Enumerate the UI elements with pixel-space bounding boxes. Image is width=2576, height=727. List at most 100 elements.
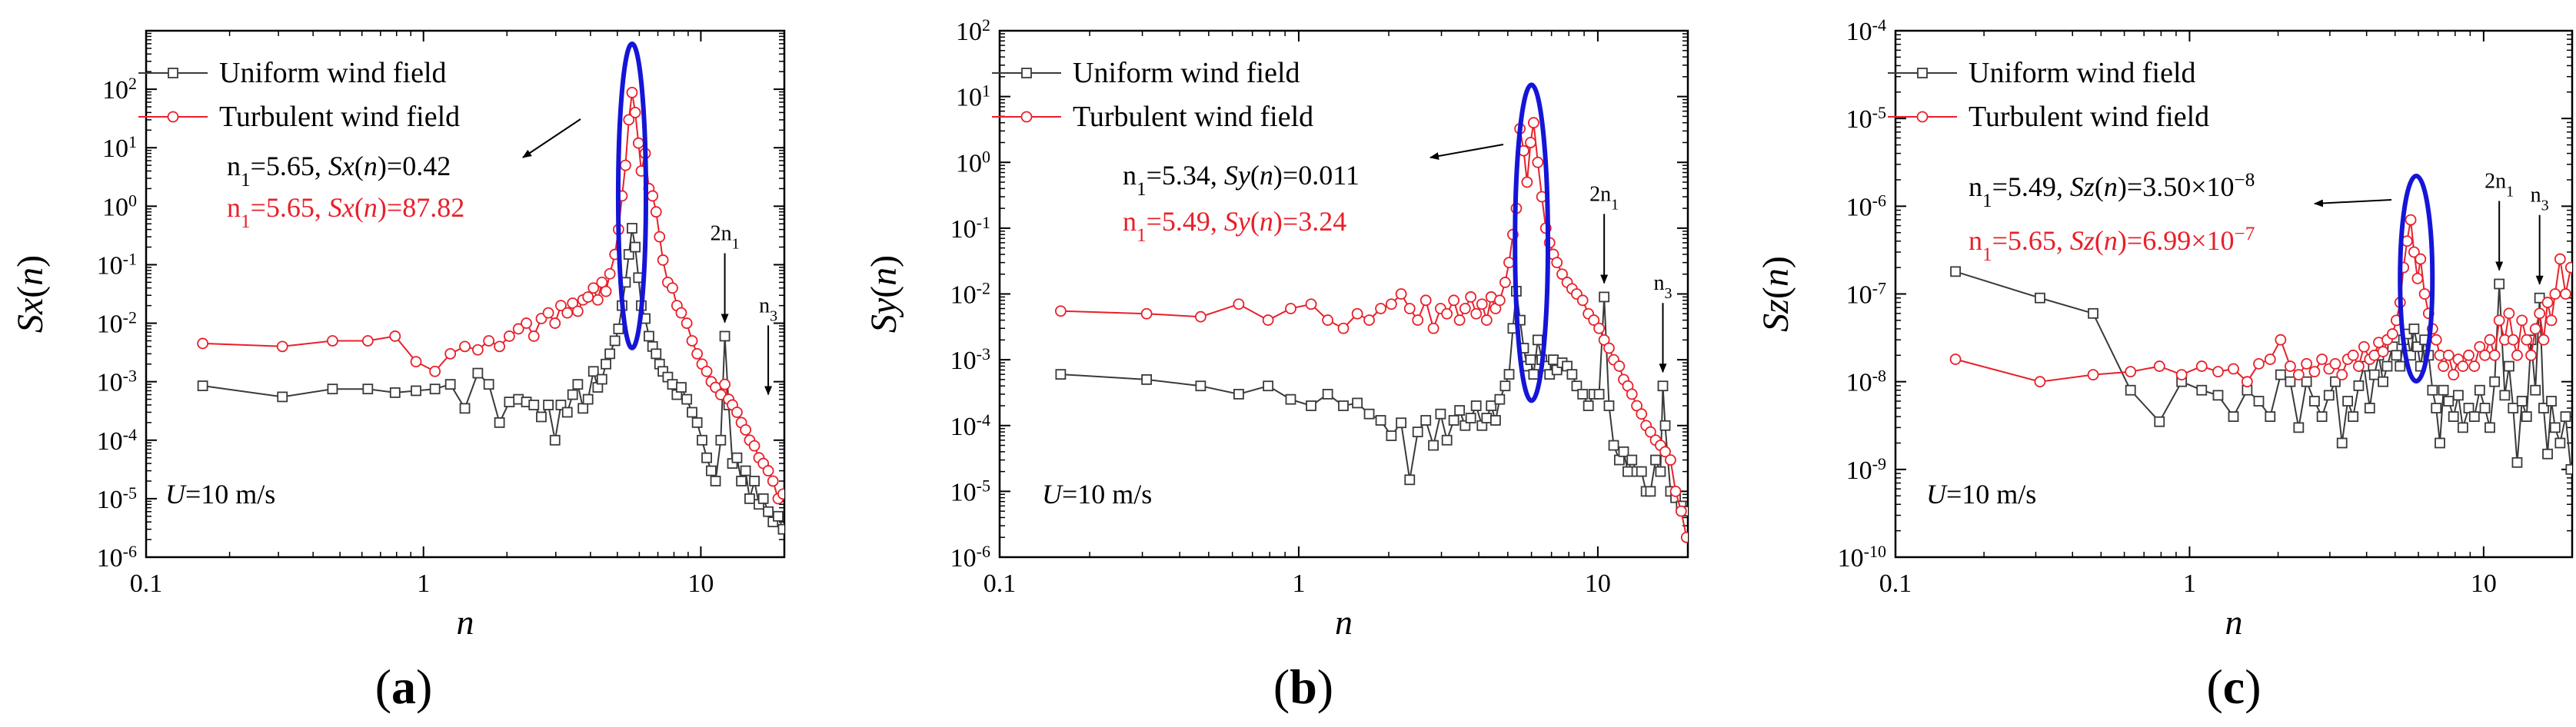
data-point-square — [1548, 354, 1559, 366]
annotation-arrow — [2314, 199, 2392, 207]
data-point-square — [1494, 393, 1506, 405]
peak-ellipse — [2398, 173, 2435, 383]
data-point-circle — [1525, 137, 1536, 148]
data-point-circle — [276, 340, 288, 353]
data-point-circle — [327, 335, 338, 347]
legend-marker-square — [1917, 68, 1928, 78]
data-point-square — [701, 452, 712, 463]
data-point-square — [2275, 369, 2286, 380]
data-point-circle — [2507, 334, 2519, 346]
data-point-square — [2443, 396, 2455, 407]
data-point-square — [2521, 411, 2532, 422]
data-point-square — [1657, 380, 1669, 392]
data-point-circle — [2442, 349, 2455, 361]
data-point-circle — [2457, 360, 2469, 372]
data-point-square — [1571, 380, 1583, 392]
data-point-circle — [1195, 310, 1206, 323]
data-point-square — [1428, 440, 1439, 451]
data-point-square — [2348, 411, 2359, 422]
data-point-square — [2035, 292, 2045, 304]
data-point-square — [1386, 430, 1397, 441]
data-point-square — [2381, 360, 2393, 372]
data-point-circle — [1322, 314, 1334, 326]
data-point-square — [2253, 396, 2265, 407]
data-point-square — [1412, 427, 1423, 437]
legend-label: Uniform wind field — [1969, 57, 2196, 89]
data-point-square — [1195, 380, 1206, 392]
data-point-square — [459, 403, 471, 414]
wind-speed-label: U=10 m/s — [1926, 479, 2036, 510]
data-point-square — [1950, 266, 1961, 277]
legend-marker-square — [168, 68, 178, 78]
data-point-circle — [647, 190, 659, 202]
data-point-square — [2323, 390, 2335, 401]
data-point-square — [2431, 403, 2442, 413]
data-point-square — [1528, 369, 1539, 380]
x-tick-label: 10 — [687, 569, 714, 598]
data-point-square — [630, 241, 641, 253]
data-point-circle — [429, 365, 441, 377]
data-point-square — [528, 400, 540, 410]
data-point-square — [763, 506, 774, 517]
data-point-square — [327, 383, 338, 395]
data-point-square — [1608, 440, 1619, 451]
data-point-circle — [2525, 349, 2537, 361]
data-point-circle — [542, 307, 554, 319]
data-point-square — [1435, 408, 1446, 420]
data-point-circle — [521, 317, 532, 329]
data-point-square — [1566, 369, 1578, 380]
y-tick-label: 10-3 — [950, 344, 990, 376]
y-axis-label: Sx(n) — [10, 255, 51, 333]
data-point-square — [1465, 413, 1476, 423]
data-point-square — [651, 348, 662, 360]
x-tick-label: 0.1 — [983, 569, 1017, 598]
data-point-square — [740, 465, 751, 476]
data-point-circle — [567, 297, 579, 309]
y-tick-label: 10-4 — [950, 410, 990, 441]
data-point-square — [2516, 396, 2528, 407]
data-point-square — [2125, 384, 2136, 396]
data-point-square — [1532, 334, 1543, 346]
data-point-circle — [657, 254, 669, 266]
marker-2n1-label: 2n1 — [2484, 169, 2514, 200]
data-point-circle — [2212, 366, 2224, 378]
data-point-circle — [410, 356, 422, 368]
data-point-circle — [2479, 349, 2491, 361]
marker-2n1-label: 2n1 — [711, 221, 740, 252]
data-point-square — [1404, 474, 1416, 486]
data-point-circle — [701, 365, 713, 377]
data-point-circle — [587, 282, 600, 294]
data-point-circle — [1631, 400, 1643, 412]
data-point-square — [777, 523, 784, 535]
data-point-circle — [1363, 314, 1375, 326]
y-tick-label: 102 — [956, 15, 990, 47]
data-point-square — [2546, 396, 2557, 407]
y-tick-label: 10-4 — [1846, 15, 1886, 47]
data-point-square — [773, 510, 784, 522]
data-point-circle — [494, 340, 505, 353]
legend: Uniform wind field Turbulent wind field — [1888, 57, 2209, 133]
data-point-square — [277, 391, 288, 403]
marker-2n1-label: 2n1 — [1589, 182, 1619, 213]
data-point-square — [2196, 384, 2208, 396]
series-turbulent — [197, 87, 784, 505]
data-point-circle — [667, 282, 678, 294]
data-point-square — [389, 387, 401, 398]
data-point-square — [2364, 403, 2375, 413]
data-point-circle — [1645, 426, 1656, 438]
series-line — [202, 227, 784, 530]
data-point-circle — [1403, 303, 1416, 314]
data-point-circle — [626, 87, 638, 98]
data-point-circle — [740, 423, 752, 436]
data-point-circle — [2195, 360, 2208, 372]
data-point-circle — [2493, 314, 2505, 327]
data-point-circle — [2034, 376, 2046, 388]
data-point-circle — [1054, 305, 1067, 317]
data-point-square — [1655, 466, 1666, 477]
legend-label: Turbulent wind field — [1969, 101, 2209, 133]
data-point-square — [2154, 416, 2165, 427]
y-tick-label: 10-10 — [1838, 542, 1886, 573]
data-point-circle — [2484, 334, 2496, 346]
data-point-square — [1618, 446, 1629, 457]
data-point-square — [2309, 396, 2320, 407]
